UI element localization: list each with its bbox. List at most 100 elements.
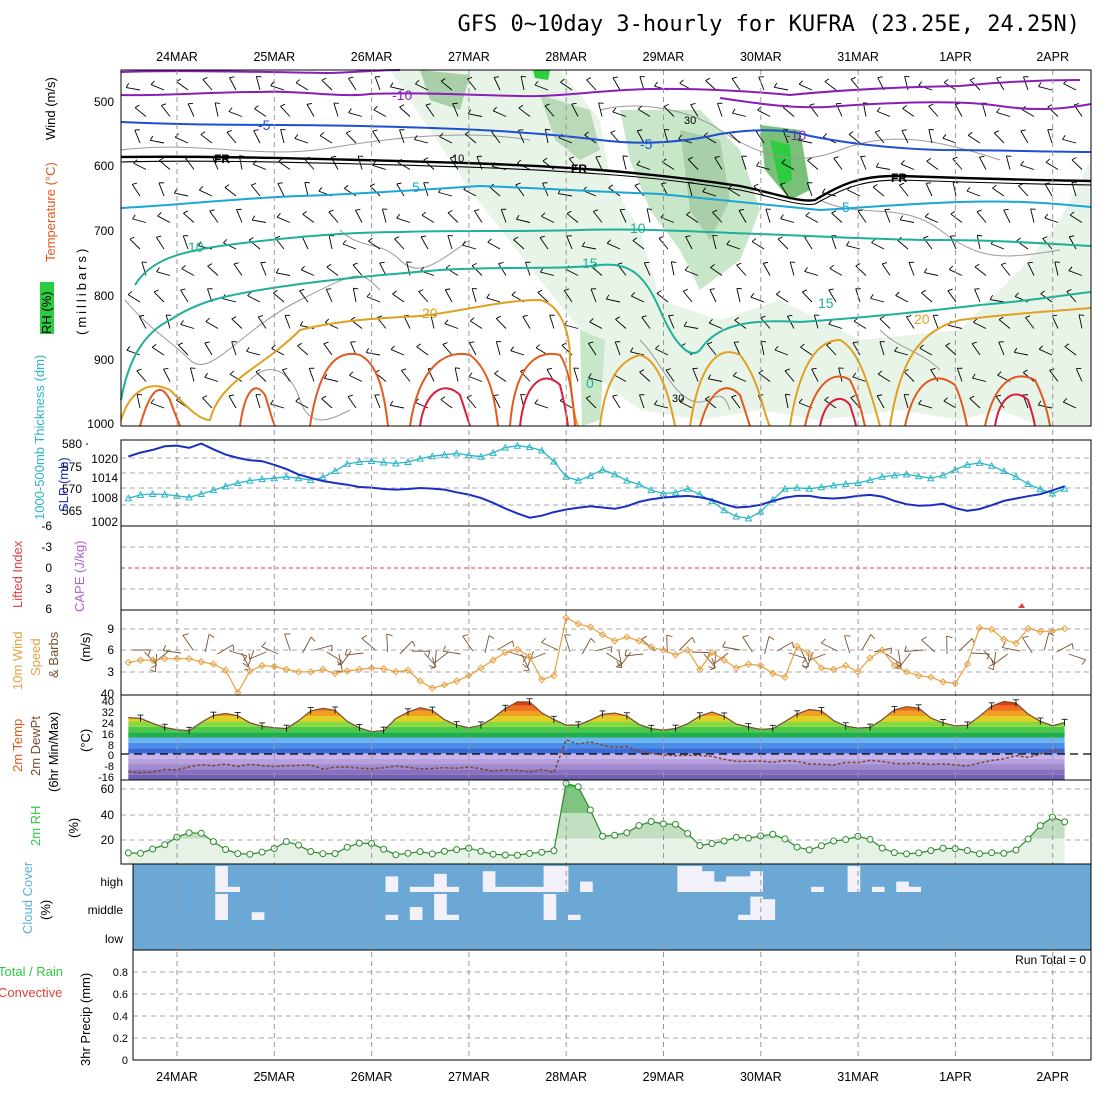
- upper-wind-barb: [198, 186, 213, 197]
- upper-wind-barb: [150, 80, 165, 91]
- contour-label-15: 15: [818, 295, 834, 311]
- wind-speed-point: [173, 654, 181, 663]
- upper-wind-barb: [151, 343, 165, 356]
- cloud-block: [519, 886, 532, 892]
- cloud-block: [567, 914, 581, 920]
- upper-wind-barb: [366, 292, 381, 303]
- temperature-band: [128, 701, 1065, 706]
- upper-wind-barb: [381, 208, 388, 223]
- upper-wind-barb: [860, 155, 867, 170]
- thickness-point: [489, 448, 497, 456]
- upper-wind-barb: [549, 314, 555, 329]
- rh-point: [404, 849, 412, 857]
- wind-barb: [873, 647, 893, 654]
- upper-wind-barb: [125, 82, 141, 91]
- cloud-block: [555, 866, 569, 892]
- rh-point: [1061, 818, 1069, 826]
- temperature-color-bands: [128, 701, 1065, 780]
- upper-wind-barb: [857, 209, 867, 223]
- upper-wind-barb: [326, 263, 339, 276]
- cloud-block: [434, 873, 447, 892]
- upper-wind-barb: [684, 266, 699, 276]
- rh-point: [222, 845, 230, 853]
- wind-speed-point: [878, 646, 886, 654]
- upper-wind-barb: [396, 213, 411, 223]
- upper-wind-barb: [683, 321, 699, 329]
- date-label-top: 26MAR: [351, 50, 393, 64]
- wind-barb: [361, 634, 376, 651]
- upper-wind-barb: [295, 79, 309, 91]
- date-label-top: 29MAR: [643, 50, 685, 64]
- slp-tick: 1014: [91, 471, 118, 485]
- date-label-bottom: 28MAR: [545, 1070, 587, 1084]
- upper-wind-barb: [685, 235, 693, 250]
- wind-barb: [764, 636, 775, 655]
- upper-wind-barb: [902, 105, 915, 117]
- upper-wind-barb: [881, 262, 891, 276]
- upper-wind-barb: [750, 293, 765, 303]
- thickness-point: [1060, 484, 1069, 492]
- upper-wind-barb: [895, 291, 909, 303]
- slp-tick: 1002: [91, 515, 118, 529]
- temp-axis-label-2: 2m DewPt: [28, 716, 43, 776]
- cloud-block: [677, 866, 690, 892]
- pressure-tick: 700: [94, 224, 114, 238]
- thickness-point: [537, 446, 546, 454]
- thickness-point: [416, 454, 424, 462]
- cloud-block: [507, 886, 520, 892]
- upper-wind-barb: [1038, 82, 1053, 91]
- wind-speed-point: [659, 646, 668, 654]
- rh-point: [623, 829, 631, 837]
- upper-wind-barb: [587, 341, 597, 356]
- wind-barb: [509, 651, 527, 663]
- wind-barb: [336, 653, 343, 673]
- upper-wind-barb: [949, 235, 957, 250]
- upper-wind-barb: [250, 182, 261, 197]
- cloud-block: [701, 871, 715, 892]
- upper-wind-barb: [270, 81, 285, 91]
- upper-wind-barb: [741, 155, 747, 170]
- upper-wind-barb: [826, 342, 837, 356]
- upper-wind-barb: [828, 319, 843, 329]
- rh-point: [136, 849, 144, 857]
- minmax-bar: [1012, 699, 1019, 707]
- thickness-point: [294, 474, 303, 482]
- upper-wind-barb: [209, 209, 219, 223]
- li-tick: 0: [45, 561, 52, 575]
- upper-wind-barb: [712, 209, 723, 223]
- upper-wind-barb: [493, 394, 501, 409]
- upper-wind-barb: [399, 129, 405, 144]
- minmax-bar: [599, 710, 606, 718]
- temp-axis-label-3: (6hr Min/Max): [46, 712, 61, 792]
- upper-wind-barb: [462, 240, 477, 250]
- upper-wind-barb: [297, 342, 309, 356]
- pressure-tick: 900: [94, 353, 114, 367]
- rh-point: [830, 837, 838, 845]
- rh-point: [890, 849, 898, 857]
- upper-wind-barb: [500, 208, 507, 223]
- upper-wind-barb: [930, 368, 939, 382]
- contour-label-minus5: -5: [640, 136, 653, 152]
- wind-barb: [217, 644, 235, 655]
- upper-wind-barb: [214, 102, 221, 117]
- thickness-point: [987, 461, 996, 469]
- upper-wind-barb: [299, 288, 309, 303]
- rh-point: [586, 806, 594, 814]
- cape-li-panel: -6 -3 0 3 6 Lifted Index CAPE (J/kg): [10, 519, 1091, 616]
- upper-wind-barb: [544, 103, 555, 117]
- upper-wind-barb: [275, 268, 291, 276]
- rh-point: [124, 849, 132, 857]
- upper-wind-barb: [189, 367, 196, 382]
- upper-wind-barb: [615, 316, 627, 329]
- rh-point: [319, 850, 327, 858]
- upper-wind-barb: [800, 343, 813, 356]
- thickness-point: [477, 452, 485, 460]
- upper-wind-barb: [421, 211, 435, 223]
- upper-wind-barb: [357, 155, 364, 170]
- wind-barb: [336, 650, 352, 666]
- upper-wind-barb: [131, 182, 141, 197]
- wind-barb: [541, 637, 559, 651]
- upper-wind-barb: [989, 294, 1005, 303]
- cloud-block: [446, 886, 459, 892]
- upper-wind-barb: [639, 369, 651, 382]
